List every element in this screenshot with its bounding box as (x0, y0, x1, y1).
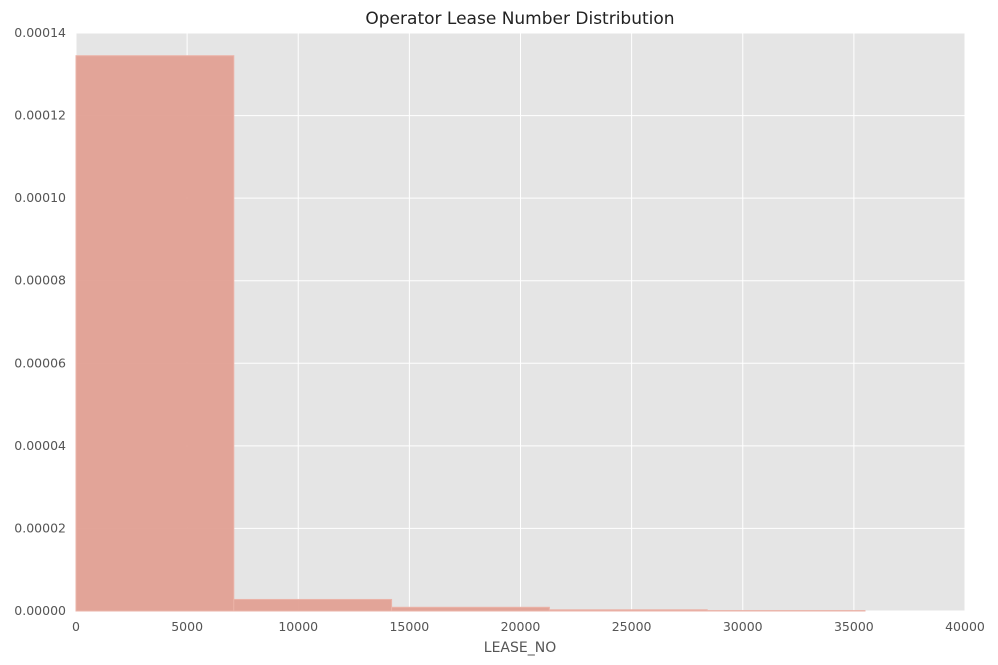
y-tick-label: 0.00010 (14, 190, 66, 205)
x-tick-label: 10000 (278, 619, 318, 634)
chart-title: Operator Lease Number Distribution (365, 9, 674, 29)
x-axis-ticks: 0 5000 10000 15000 20000 25000 30000 35000 40000 (72, 619, 985, 634)
y-axis-ticks: 0.00000 0.00002 0.00004 0.00006 0.00008 0.000… (14, 25, 66, 618)
y-tick-label: 0.00006 (14, 355, 66, 370)
x-tick-label: 35000 (834, 619, 874, 634)
y-tick-label: 0.00002 (14, 520, 66, 535)
histogram-bar (75, 55, 235, 612)
y-tick-label: 0.00008 (14, 273, 66, 288)
x-tick-label: 5000 (171, 619, 203, 634)
histogram-bar (548, 609, 708, 612)
x-tick-label: 0 (72, 619, 80, 634)
x-axis-label: LEASE_NO (484, 640, 556, 656)
x-tick-label: 40000 (945, 619, 985, 634)
histogram-bar (391, 606, 550, 612)
x-tick-label: 20000 (501, 619, 541, 634)
x-tick-label: 30000 (723, 619, 763, 634)
histogram-bars (75, 55, 866, 612)
x-tick-label: 15000 (389, 619, 429, 634)
y-tick-label: 0.00014 (14, 25, 66, 40)
y-tick-label: 0.00004 (14, 438, 66, 453)
histogram-bar (233, 598, 393, 612)
y-tick-label: 0.00000 (14, 603, 66, 618)
x-tick-label: 25000 (612, 619, 652, 634)
y-tick-label: 0.00012 (14, 108, 66, 123)
